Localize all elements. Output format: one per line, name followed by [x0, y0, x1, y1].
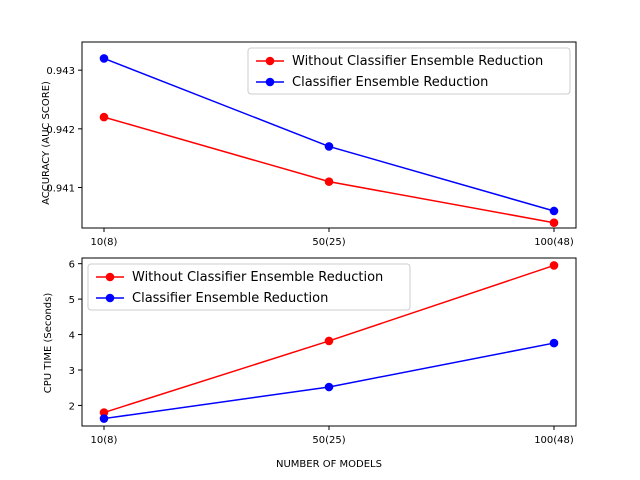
- accuracy-data-point: [549, 206, 559, 216]
- cpu-time-data-point: [549, 338, 559, 348]
- accuracy-data-point: [549, 218, 559, 228]
- cpu-time-data-point: [99, 408, 109, 417]
- cpu-time-y-tick-label: 5: [69, 295, 75, 306]
- cpu-time-y-tick-label: 6: [69, 260, 75, 271]
- cpu-time-legend-marker: [105, 293, 115, 303]
- accuracy-legend-marker: [265, 56, 275, 66]
- x-axis-label: NUMBER OF MODELS: [276, 459, 382, 470]
- accuracy-data-point: [99, 112, 109, 122]
- accuracy-y-tick-label: 0.943: [46, 66, 75, 77]
- accuracy-chart-marks: [99, 54, 559, 228]
- accuracy-x-tick-label: 100(48): [534, 237, 574, 248]
- accuracy-x-tick-label: 10(8): [91, 237, 118, 248]
- accuracy-data-point: [324, 177, 334, 186]
- cpu-time-legend: Without Classifier Ensemble Reduction Cla…: [87, 263, 411, 311]
- accuracy-legend-box: [247, 47, 571, 95]
- cpu-time-x-ticks: 10(8) 50(25) 100(48): [91, 426, 574, 446]
- accuracy-chart: 10(8) 50(25) 100(48) 0.941 0.942 0.943 ACCUR…: [41, 41, 577, 248]
- accuracy-y-tick-label: 0.942: [46, 125, 75, 136]
- accuracy-legend-marker: [265, 77, 275, 87]
- cpu-time-legend-box: [87, 263, 411, 311]
- cpu-time-data-point: [549, 261, 559, 270]
- cpu-time-y-axis-label: CPU TIME (Seconds): [43, 293, 54, 394]
- accuracy-legend-label: Without Classifier Ensemble Reduction: [292, 54, 543, 69]
- cpu-time-y-tick-label: 4: [69, 331, 75, 342]
- cpu-time-chart-marks: [99, 261, 559, 423]
- cpu-time-legend-label: Classifier Ensemble Reduction: [132, 291, 328, 306]
- accuracy-legend: Without Classifier Ensemble Reduction Cla…: [247, 47, 571, 95]
- accuracy-data-point: [324, 142, 334, 151]
- cpu-time-data-point: [324, 382, 334, 392]
- cpu-time-chart: 10(8) 50(25) 100(48) 2 3 4 5 6 CPU TIME (Secon…: [43, 257, 577, 470]
- cpu-time-y-ticks: 2 3 4 5 6: [69, 260, 82, 412]
- cpu-time-x-tick-label: 10(8): [91, 435, 118, 446]
- cpu-time-data-point: [99, 414, 109, 423]
- cpu-time-legend-label: Without Classifier Ensemble Reduction: [132, 270, 383, 285]
- accuracy-x-tick-label: 50(25): [312, 237, 345, 248]
- accuracy-legend-label: Classifier Ensemble Reduction: [292, 75, 488, 90]
- cpu-time-x-tick-label: 50(25): [312, 435, 345, 446]
- cpu-time-y-tick-label: 3: [69, 366, 75, 377]
- accuracy-data-point: [99, 54, 109, 63]
- accuracy-y-ticks: 0.941 0.942 0.943: [46, 66, 82, 195]
- cpu-time-data-point: [324, 336, 334, 346]
- cpu-time-y-tick-label: 2: [69, 401, 75, 412]
- cpu-time-legend-marker: [105, 272, 115, 282]
- accuracy-y-tick-label: 0.941: [46, 184, 75, 195]
- accuracy-y-axis-label: ACCURACY (AUC SCORE): [41, 81, 52, 205]
- cpu-time-x-tick-label: 100(48): [534, 435, 574, 446]
- accuracy-x-ticks: 10(8) 50(25) 100(48): [91, 228, 574, 248]
